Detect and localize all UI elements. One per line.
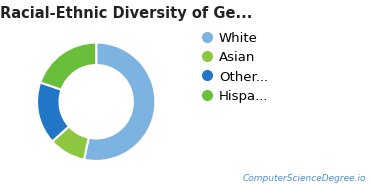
Legend: White, Asian, Other..., Hispa...: White, Asian, Other..., Hispa...: [199, 29, 271, 106]
Text: .3%: .3%: [97, 100, 117, 110]
Text: Racial-Ethnic Diversity of Ge...: Racial-Ethnic Diversity of Ge...: [0, 6, 252, 21]
Text: ComputerScienceDegree.io: ComputerScienceDegree.io: [243, 174, 366, 183]
Wedge shape: [40, 43, 96, 90]
Wedge shape: [52, 126, 89, 160]
Wedge shape: [84, 43, 155, 161]
Wedge shape: [37, 82, 69, 142]
